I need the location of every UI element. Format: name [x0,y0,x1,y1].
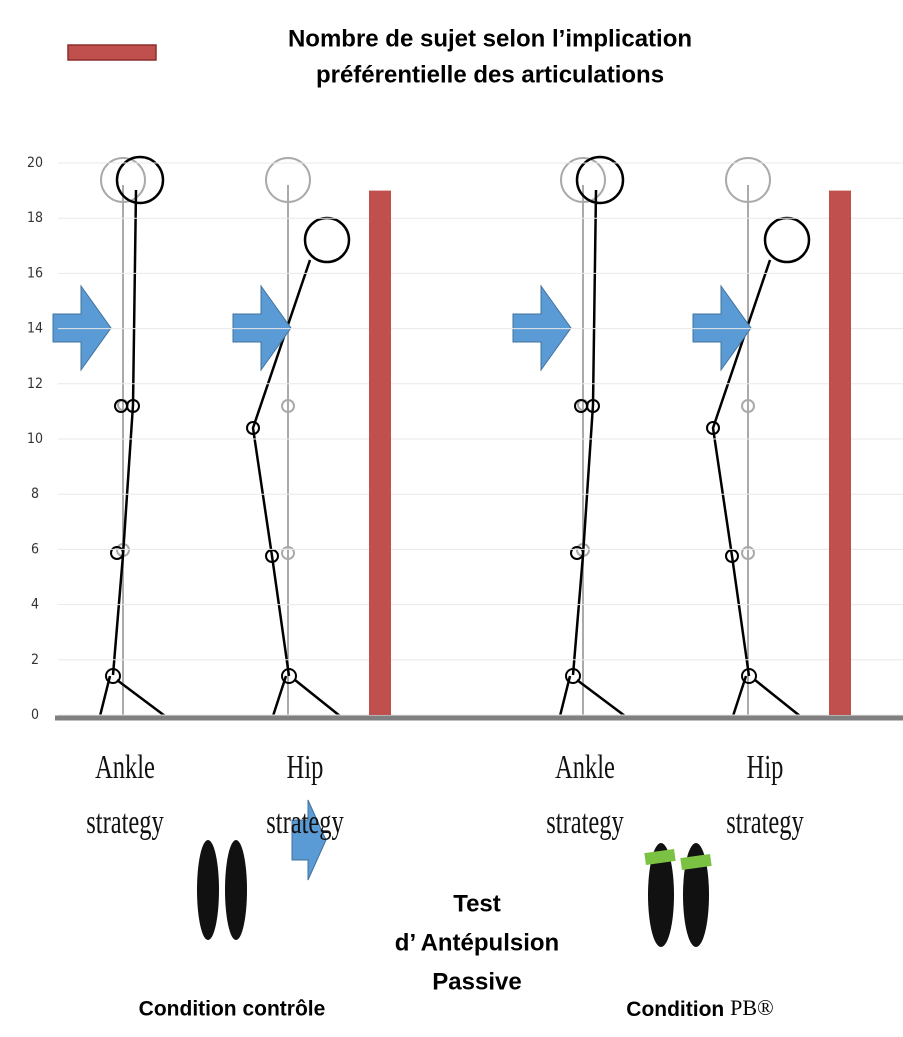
push-arrow [233,286,291,370]
joint [305,218,349,262]
y-tick-label: 12 [27,376,43,392]
joint [117,157,163,203]
y-tick-label: 4 [31,597,39,613]
push-arrow [513,286,571,370]
limb [573,190,596,675]
condition-label-text: Condition [626,998,724,1021]
chart: Nombre de sujet selon l’implication préf… [0,0,903,1037]
chart-title: préférentielle des articulations [316,61,664,88]
limb [100,676,165,716]
legend-swatch [68,45,156,60]
chart-title: Nombre de sujet selon l’implication [288,25,692,52]
y-tick-label: 10 [27,431,43,447]
bar [829,191,851,715]
limb [560,676,625,716]
stick-figures [53,157,809,718]
joint [577,157,623,203]
x-tick-label: Ankle strategy [531,740,639,850]
limb [113,190,136,675]
y-tick-label: 14 [27,321,43,337]
y-tick-label: 20 [27,155,43,171]
limb [733,676,800,716]
joint [765,218,809,262]
y-tick-label: 6 [31,541,39,557]
insoles-control [197,840,247,940]
insoles-pb [644,843,711,947]
test-label: Test [453,890,501,917]
x-tick-label: Ankle strategy [71,740,179,850]
condition-label: Condition PB® [626,995,773,1021]
test-label: d’ Antépulsion [395,929,559,956]
y-tick-label: 18 [27,210,43,226]
test-label: Passive [432,968,521,995]
figure: Nombre de sujet selon l’implication préf… [0,0,903,1037]
y-tick-label: 8 [31,486,39,502]
condition-mark: PB® [730,995,774,1020]
y-tick-label: 16 [27,265,43,281]
push-arrow [693,286,751,370]
limb [273,676,340,716]
bar [369,191,391,715]
condition-label: Condition contrôle [139,998,326,1021]
y-tick-label: 0 [31,707,39,723]
y-tick-label: 2 [31,652,39,668]
x-tick-label: Hip strategy [251,740,359,850]
x-tick-label: Hip strategy [711,740,819,850]
push-arrow [53,286,111,370]
